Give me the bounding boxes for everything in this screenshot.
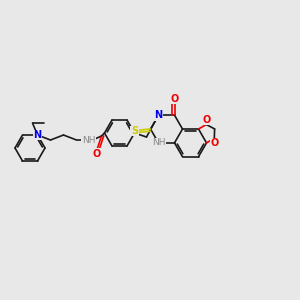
Text: N: N	[33, 130, 42, 140]
Text: N: N	[154, 110, 163, 120]
Text: S: S	[131, 126, 138, 136]
Text: O: O	[210, 138, 218, 148]
Text: O: O	[202, 115, 210, 124]
Text: O: O	[93, 148, 101, 158]
Text: NH: NH	[82, 136, 95, 145]
Text: NH: NH	[152, 138, 165, 147]
Text: O: O	[170, 94, 178, 104]
